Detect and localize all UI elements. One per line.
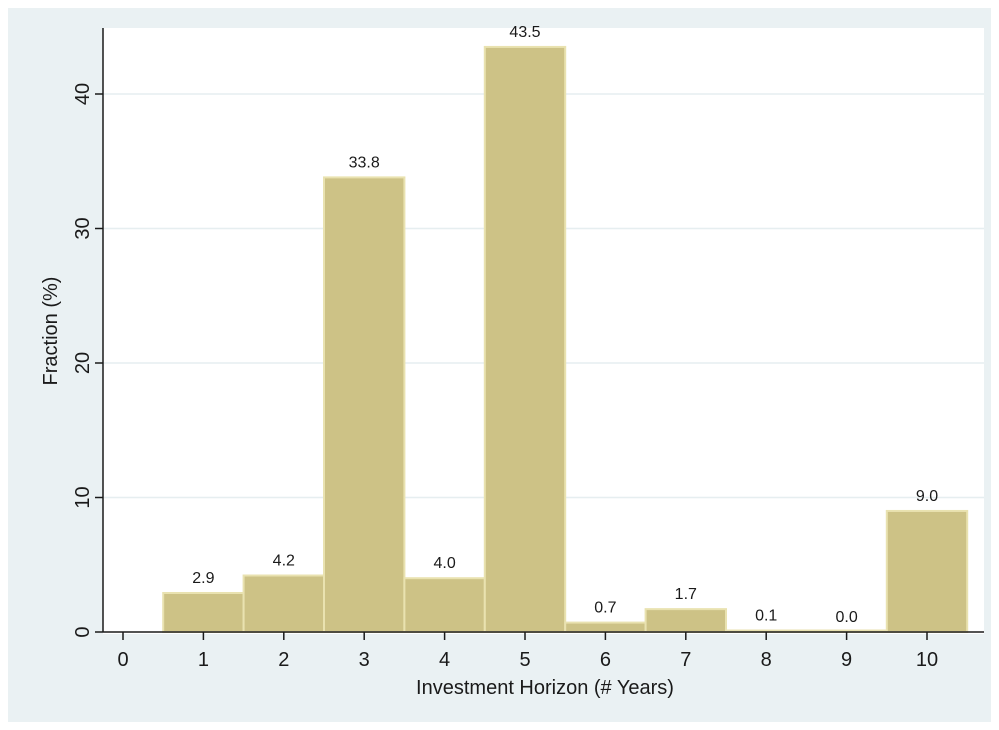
y-tick-label: 30 <box>72 217 94 239</box>
x-tick-label: 8 <box>761 649 772 671</box>
axes <box>102 28 984 633</box>
bar <box>323 176 406 633</box>
x-tick-label: 9 <box>841 649 852 671</box>
y-axis-ticks: 0 10 20 30 40 <box>72 83 103 638</box>
x-tick-label: 7 <box>680 649 691 671</box>
x-tick-label: 3 <box>359 649 370 671</box>
x-tick-label: 2 <box>278 649 289 671</box>
bar <box>644 608 727 634</box>
y-tick-label: 40 <box>72 83 94 105</box>
x-tick-label: 0 <box>117 649 128 671</box>
bar-value-label: 1.7 <box>675 586 697 603</box>
bar-value-label: 43.5 <box>509 24 540 41</box>
bar-value-label: 0.7 <box>594 600 616 617</box>
x-tick-label: 1 <box>198 649 209 671</box>
bar <box>403 577 486 634</box>
y-tick-label: 0 <box>72 626 94 637</box>
value-labels: 2.9 4.2 33.8 4.0 43.5 0.7 1.7 0.1 0.0 9.0 <box>192 24 938 626</box>
y-tick-label: 20 <box>72 352 94 374</box>
bar-value-label: 2.9 <box>192 570 214 587</box>
x-axis-title: Investment Horizon (# Years) <box>416 677 674 699</box>
x-tick-label: 10 <box>916 649 938 671</box>
bar <box>242 574 326 634</box>
y-tick-label: 10 <box>72 486 94 508</box>
bar <box>885 509 969 634</box>
x-tick-label: 6 <box>600 649 611 671</box>
x-tick-label: 5 <box>519 649 530 671</box>
y-axis-title: Fraction (%) <box>40 277 62 386</box>
bar-value-label: 33.8 <box>349 154 380 171</box>
bar-value-label: 9.0 <box>916 488 938 505</box>
bar <box>162 591 245 633</box>
bar <box>483 45 567 634</box>
bar-value-label: 4.0 <box>433 555 455 572</box>
x-tick-label: 4 <box>439 649 450 671</box>
bar-value-label: 0.0 <box>835 609 857 626</box>
bar-value-label: 4.2 <box>273 553 295 570</box>
bar <box>564 621 647 634</box>
x-axis-ticks: 0 1 2 3 4 5 6 7 8 9 10 <box>117 632 938 671</box>
bar-value-label: 0.1 <box>755 608 777 625</box>
